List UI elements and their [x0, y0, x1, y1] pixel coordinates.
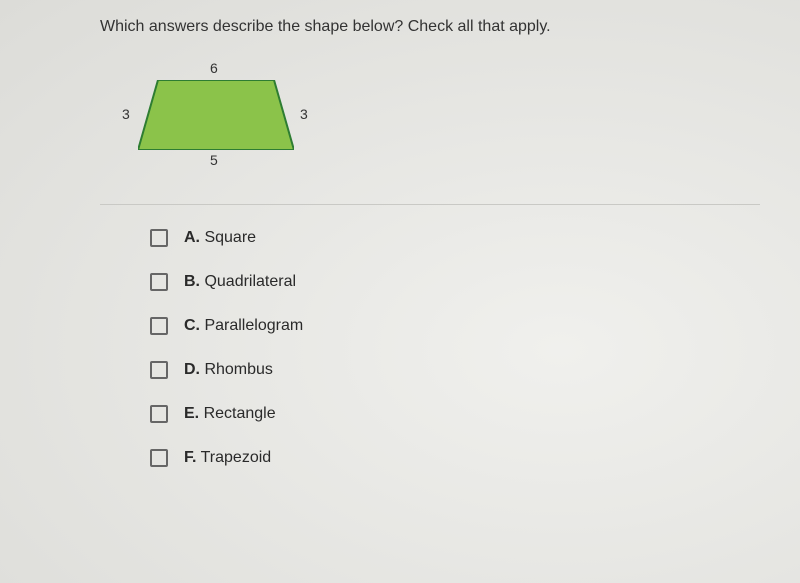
option-b[interactable]: B. Quadrilateral [150, 273, 800, 291]
question-text: Which answers describe the shape below? … [100, 18, 800, 36]
figure-container: 6 3 3 5 [110, 66, 310, 176]
top-side-label: 6 [210, 60, 218, 76]
option-d[interactable]: D. Rhombus [150, 361, 800, 379]
option-c[interactable]: C. Parallelogram [150, 317, 800, 335]
option-label: B. Quadrilateral [184, 273, 296, 291]
option-label: D. Rhombus [184, 361, 273, 379]
option-label: F. Trapezoid [184, 449, 271, 467]
checkbox-a[interactable] [150, 229, 168, 247]
option-label: E. Rectangle [184, 405, 276, 423]
option-label: C. Parallelogram [184, 317, 303, 335]
option-e[interactable]: E. Rectangle [150, 405, 800, 423]
checkbox-b[interactable] [150, 273, 168, 291]
right-side-label: 3 [300, 106, 308, 122]
bottom-side-label: 5 [210, 152, 218, 168]
option-f[interactable]: F. Trapezoid [150, 449, 800, 467]
divider [100, 204, 760, 205]
checkbox-f[interactable] [150, 449, 168, 467]
checkbox-c[interactable] [150, 317, 168, 335]
options-list: A. Square B. Quadrilateral C. Parallelog… [150, 229, 800, 467]
option-label: A. Square [184, 229, 256, 247]
checkbox-e[interactable] [150, 405, 168, 423]
left-side-label: 3 [122, 106, 130, 122]
option-a[interactable]: A. Square [150, 229, 800, 247]
trapezoid-shape [138, 80, 294, 150]
trapezoid-polygon [138, 80, 294, 150]
checkbox-d[interactable] [150, 361, 168, 379]
question-page: Which answers describe the shape below? … [0, 0, 800, 467]
